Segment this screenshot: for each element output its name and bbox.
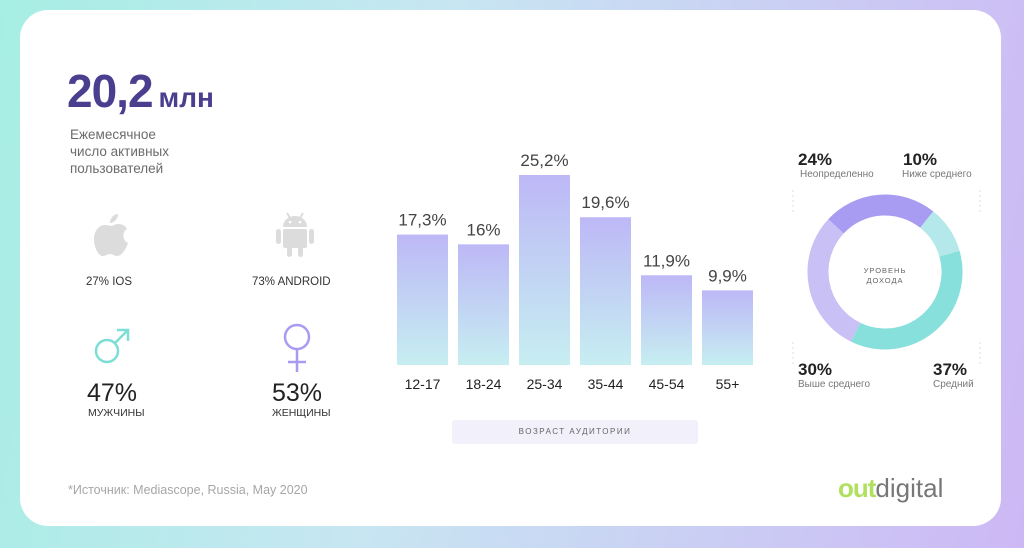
- age-category-tick: 18-24: [466, 376, 502, 392]
- age-bar-value-label: 17,3%: [398, 211, 446, 230]
- monthly-users-stat: 20,2 млн: [67, 64, 214, 118]
- donut-center-line: ДОХОДА: [866, 276, 904, 285]
- age-bar-45-54: [641, 275, 692, 365]
- age-axis-label: ВОЗРАСТ АУДИТОРИИ: [452, 420, 698, 444]
- age-bar-value-label: 19,6%: [581, 193, 629, 212]
- age-bar-value-label: 9,9%: [708, 266, 747, 285]
- slice-pct-below-average: 10%: [903, 150, 938, 169]
- slice-label-below-average: Ниже среднего: [902, 169, 972, 180]
- monthly-users-unit: млн: [158, 82, 214, 113]
- age-bar-25-34: [519, 175, 570, 365]
- male-symbol-icon: [94, 328, 130, 364]
- donut-slice: [851, 250, 963, 350]
- age-bar-18-24: [458, 244, 509, 365]
- android-icon: [276, 212, 314, 257]
- slice-pct-undefined: 24%: [798, 150, 833, 169]
- slice-pct-above-average: 30%: [798, 360, 833, 379]
- slice-pct-average: 37%: [933, 360, 968, 379]
- slice-label-undefined: Неопределенно: [800, 169, 874, 180]
- apple-icon: [94, 214, 128, 256]
- donut-slice: [828, 194, 934, 234]
- female-symbol-icon: [283, 323, 311, 372]
- donut-center-line: УРОВЕНЬ: [863, 266, 907, 275]
- age-category-tick: 55+: [716, 376, 740, 392]
- age-bar-value-label: 11,9%: [643, 251, 690, 270]
- female-label: ЖЕНЩИНЫ: [272, 407, 331, 419]
- age-category-tick: 12-17: [405, 376, 441, 392]
- out-digital-logo: outdigital: [838, 473, 944, 503]
- donut-slice: [919, 211, 960, 257]
- female-percent: 53%: [272, 379, 323, 407]
- age-category-tick: 35-44: [588, 376, 624, 392]
- monthly-users-caption: Ежемесячное число активных пользователей: [70, 126, 230, 177]
- age-category-tick: 45-54: [649, 376, 685, 392]
- source-note: *Источник: Mediascope, Russia, May 2020: [68, 483, 308, 497]
- slice-label-above-average: Выше среднего: [798, 379, 871, 390]
- donut-slice: [807, 219, 861, 342]
- age-bar-12-17: [397, 234, 448, 365]
- age-bar-55+: [702, 290, 753, 365]
- donut-center-label: УРОВЕНЬ ДОХОДА: [840, 266, 930, 286]
- ios-share-label: 27% IOS: [86, 276, 133, 288]
- age-category-tick: 25-34: [527, 376, 563, 392]
- male-label: МУЖЧИНЫ: [88, 407, 145, 419]
- male-percent: 47%: [87, 379, 138, 407]
- slice-label-average: Средний: [933, 379, 974, 390]
- caption-line: пользователей: [70, 161, 164, 176]
- caption-line: Ежемесячное: [70, 127, 156, 142]
- age-bar-value-label: 16%: [466, 220, 500, 239]
- android-share-label: 73% ANDROID: [252, 276, 331, 288]
- monthly-users-value: 20,2: [67, 65, 154, 117]
- age-bar-value-label: 25,2%: [520, 151, 568, 170]
- age-bar-35-44: [580, 217, 631, 365]
- caption-line: число активных: [70, 144, 169, 159]
